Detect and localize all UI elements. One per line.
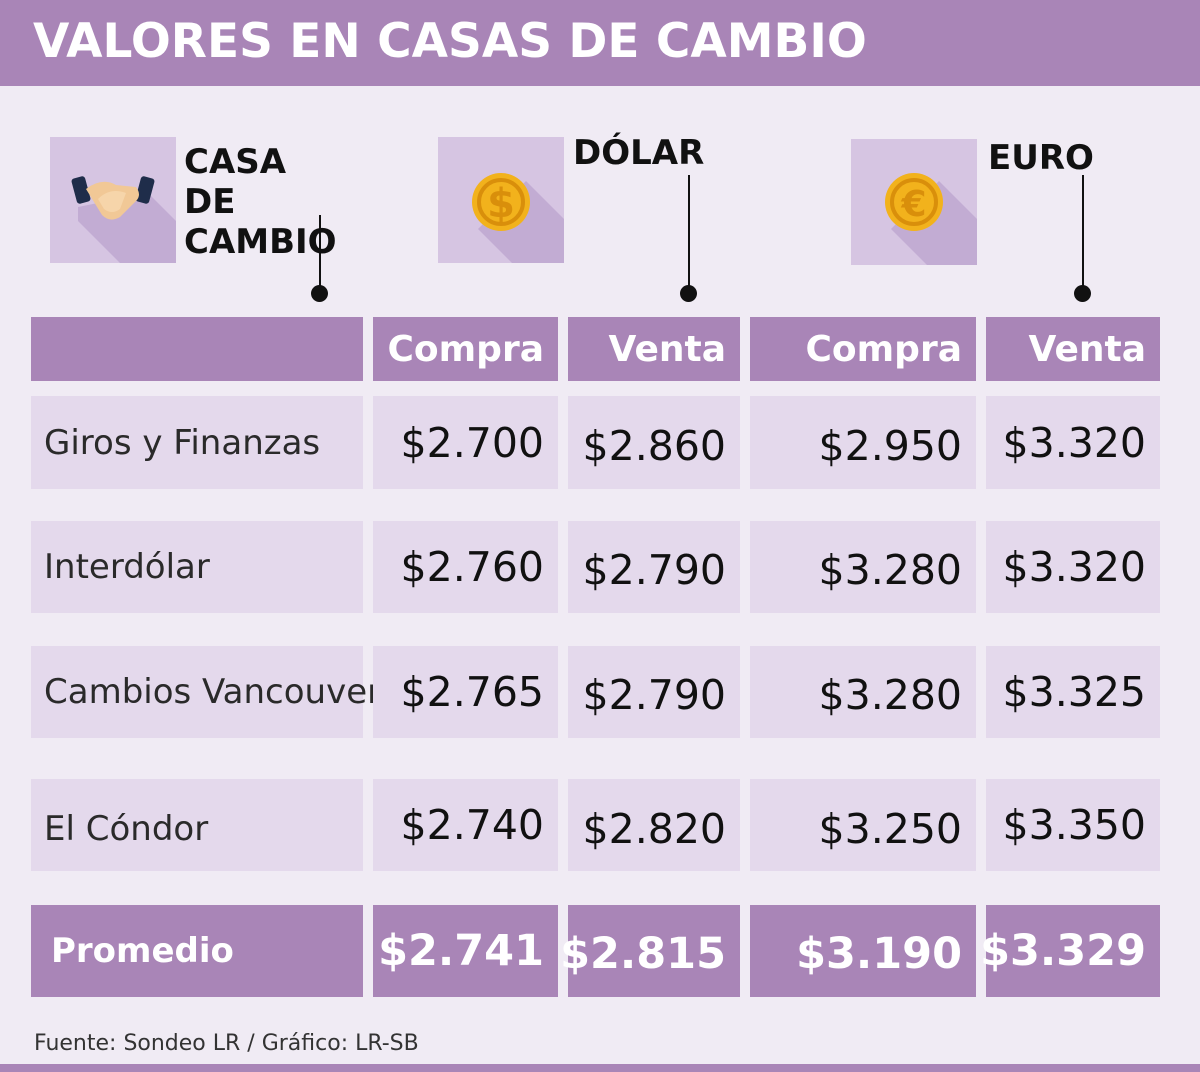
group-label-euro: EURO [988, 138, 1094, 178]
leader-dot-euro [1074, 285, 1091, 302]
row-name: El Cóndor [31, 779, 363, 871]
header-cell-empty [31, 317, 363, 381]
average-value: $2.815 [560, 905, 740, 997]
title-bar [0, 0, 1200, 86]
value-cell: $3.250 [750, 779, 976, 871]
value-cell: $3.325 [986, 646, 1160, 738]
header-dolar-compra: Compra [373, 317, 558, 381]
value-cell: $3.280 [750, 521, 976, 613]
row-name: Interdólar [31, 521, 363, 613]
value-cell: $2.820 [568, 779, 740, 871]
value-cell: $2.790 [568, 521, 740, 613]
value-cell: $2.950 [750, 396, 976, 489]
average-value: $2.741 [373, 905, 558, 997]
value-cell: $2.700 [373, 396, 558, 489]
value-cell: $3.280 [750, 646, 976, 738]
row-name: Cambios Vancouver [31, 646, 381, 738]
source-footer: Fuente: Sondeo LR / Gráfico: LR-SB [34, 1031, 419, 1056]
leader-line-euro [1082, 175, 1084, 293]
value-cell: $2.860 [568, 396, 740, 489]
value-cell: $3.350 [986, 779, 1160, 871]
value-cell: $2.740 [373, 779, 558, 871]
bottom-divider [0, 1064, 1200, 1072]
svg-text:$: $ [487, 181, 515, 227]
header-euro-compra: Compra [750, 317, 976, 381]
dollar-coin-icon: $ [438, 137, 564, 263]
euro-coin-icon: € [851, 139, 977, 265]
average-value: $3.190 [750, 905, 976, 997]
leader-line-dolar [688, 175, 690, 293]
average-label: Promedio [31, 905, 363, 997]
value-cell: $2.790 [568, 646, 740, 738]
leader-dot-casa [311, 285, 328, 302]
group-label-casa: CASA DE CAMBIO [184, 142, 337, 262]
value-cell: $2.765 [373, 646, 558, 738]
page-title: VALORES EN CASAS DE CAMBIO [33, 14, 867, 69]
leader-dot-dolar [680, 285, 697, 302]
svg-text:€: € [900, 184, 926, 225]
handshake-icon [50, 137, 176, 263]
leader-line-casa [319, 215, 321, 293]
value-cell: $2.760 [373, 521, 558, 613]
row-name: Giros y Finanzas [31, 396, 363, 489]
value-cell: $3.320 [986, 521, 1160, 613]
group-label-dolar: DÓLAR [573, 133, 705, 173]
header-dolar-venta: Venta [568, 317, 740, 381]
value-cell: $3.320 [986, 396, 1160, 489]
average-value: $3.329 [980, 905, 1160, 997]
header-euro-venta: Venta [986, 317, 1160, 381]
